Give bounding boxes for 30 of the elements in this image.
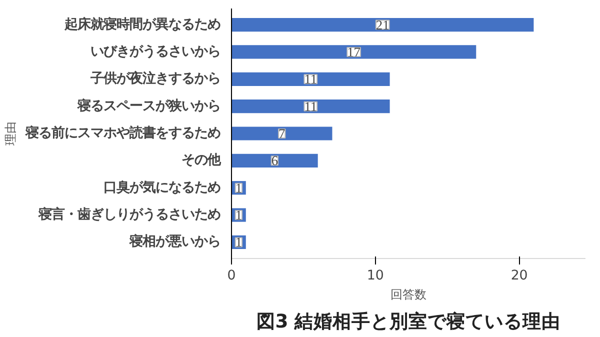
y-tick-label: 起床就寝時間が異なるため [64, 16, 220, 32]
y-tick-label: 寝相が悪いから [128, 234, 220, 250]
data-label: 1 [235, 180, 242, 196]
data-label: 11 [304, 98, 318, 114]
x-tick-label: 20 [510, 268, 528, 284]
data-label: 21 [376, 17, 390, 32]
data-label: 17 [347, 44, 361, 60]
bar [232, 154, 318, 168]
x-tick-label: 10 [366, 268, 384, 284]
bar [232, 126, 332, 140]
bar [232, 100, 390, 114]
data-label: 11 [304, 72, 318, 87]
y-tick-label: 子供が夜泣きするから [90, 70, 220, 87]
y-tick-label: 口臭が気になるため [104, 180, 220, 196]
text: 図3 結婚相手と別室で寝ている理由 [256, 310, 561, 332]
bar [232, 18, 534, 32]
bar [232, 45, 476, 59]
y-tick-label: いびきがうるさいから [90, 44, 220, 60]
y-axis-title: 理由 [4, 122, 18, 146]
data-label: 1 [235, 208, 242, 223]
y-tick-label: その他 [182, 153, 222, 168]
bar [232, 72, 390, 86]
x-tick-label: 0 [227, 268, 236, 284]
y-tick-label: 寝言・歯ぎしりがうるさいため [38, 206, 220, 223]
data-label: 1 [235, 234, 242, 250]
data-label: 6 [271, 153, 278, 168]
x-axis-title: 回答数 [390, 288, 426, 302]
y-tick-label: 寝るスペースが狭いから [76, 98, 220, 114]
y-tick-label: 寝る前にスマホや読書をするため [24, 125, 220, 141]
data-label: 7 [278, 126, 286, 141]
